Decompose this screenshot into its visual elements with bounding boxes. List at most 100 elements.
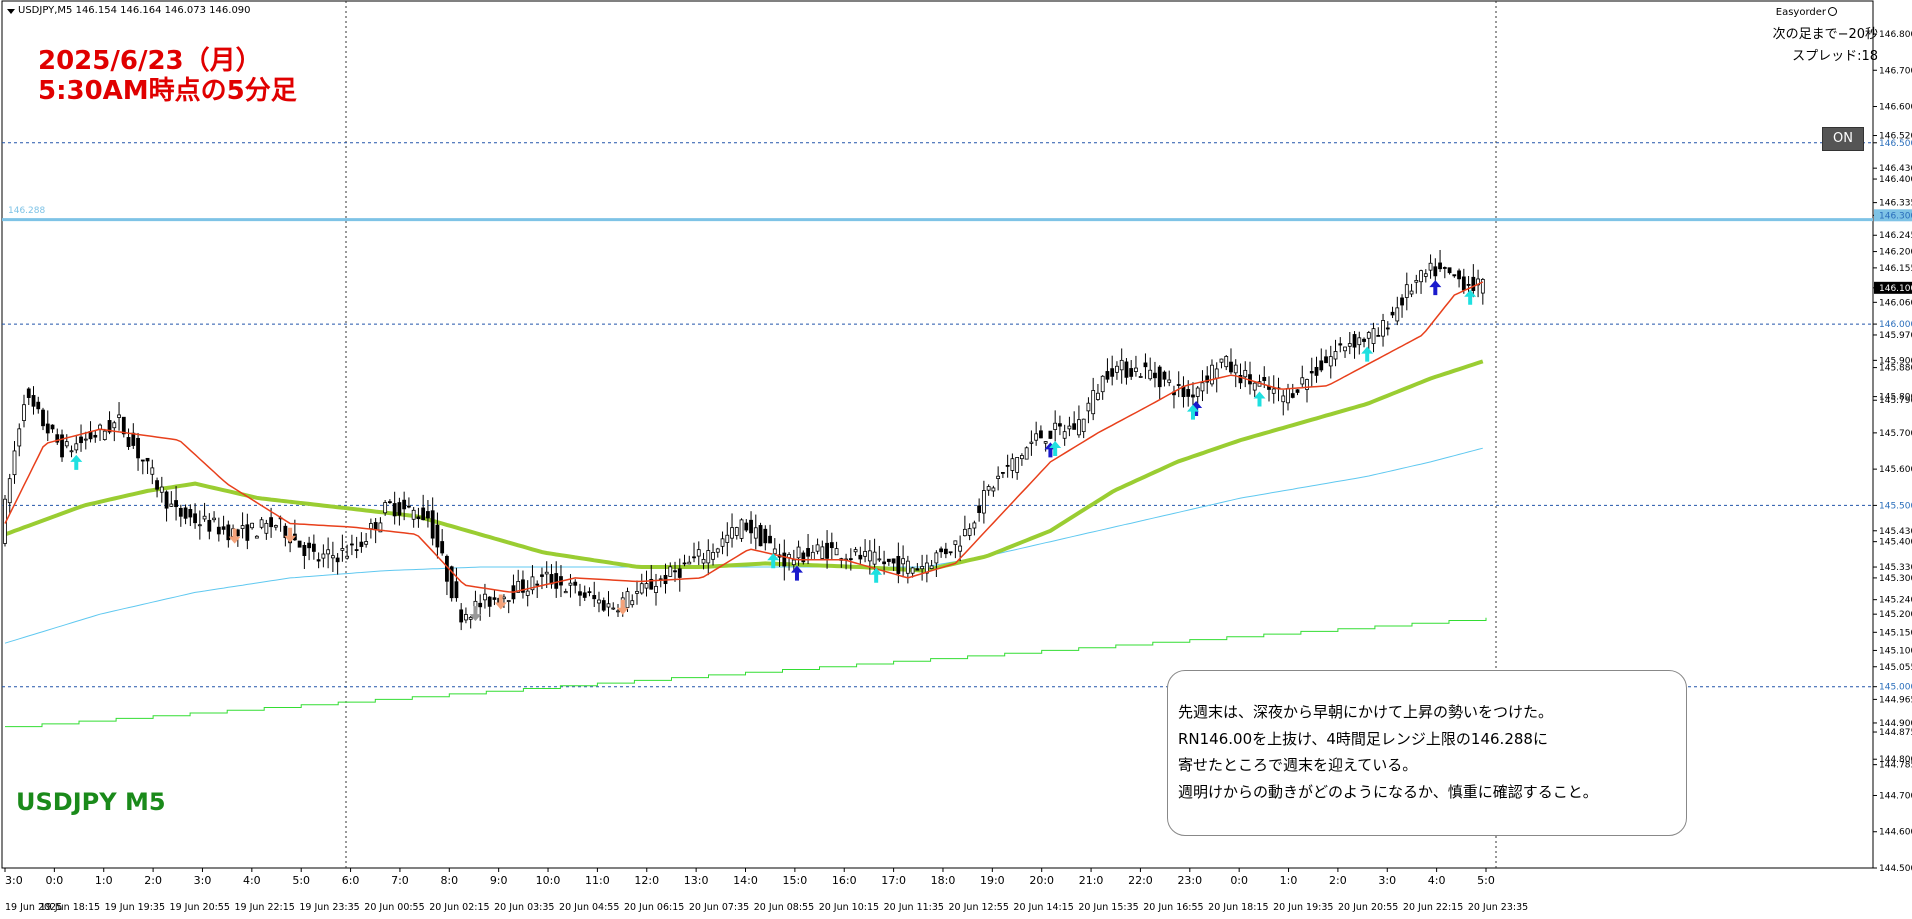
date-axis-label: 20 Jun 10:15: [819, 902, 879, 913]
time-axis-label: 11:0: [585, 874, 610, 887]
candle-body: [459, 609, 464, 623]
price-axis-label: 146.700: [1879, 66, 1912, 76]
candle-body: [1319, 360, 1324, 371]
candle-body: [1124, 361, 1129, 378]
next-bar-countdown: 次の足まで−20秒: [1772, 27, 1878, 42]
candle-body: [50, 424, 55, 430]
candle-body: [882, 561, 886, 565]
candle-body: [958, 545, 963, 552]
candle-body: [1314, 366, 1319, 376]
candle-body: [340, 548, 345, 551]
candle-body: [635, 591, 639, 594]
candle-body: [1238, 374, 1243, 384]
candle-body: [1338, 343, 1343, 346]
candle-body: [825, 542, 829, 559]
candle-body: [806, 548, 810, 557]
candle-body: [525, 590, 530, 596]
on-button[interactable]: ON: [1822, 127, 1864, 151]
candle-body: [1404, 284, 1409, 298]
candle-body: [715, 548, 720, 553]
candle-body: [582, 592, 587, 598]
candle-body: [464, 614, 468, 621]
ea-name: Easyorder: [1775, 7, 1826, 18]
sell-signal-arrow-icon: [228, 528, 241, 544]
time-axis-label: 22:0: [1128, 874, 1153, 887]
candle-body: [297, 540, 302, 548]
candle-body: [706, 550, 711, 564]
candle-body: [791, 559, 796, 566]
candle-body: [121, 416, 126, 435]
candle-body: [1062, 431, 1067, 439]
candle-body: [145, 457, 150, 462]
time-axis-label: 19:0: [980, 874, 1005, 887]
date-axis-label: 19 Jun 22:15: [234, 902, 294, 913]
time-axis-label: 5:0: [292, 874, 310, 887]
candle-body: [991, 487, 996, 492]
candle-body: [1176, 384, 1181, 386]
price-axis-label: 145.055: [1879, 663, 1912, 673]
candle-body: [768, 535, 772, 544]
buy-signal-arrow-icon: [1429, 280, 1442, 296]
price-axis-label: 145.600: [1879, 465, 1912, 475]
candle-body: [259, 519, 264, 528]
candle-body: [1067, 425, 1072, 430]
candle-body: [388, 501, 392, 504]
candle-body: [1243, 369, 1248, 378]
candle-body: [1290, 393, 1295, 398]
candle-body: [587, 591, 592, 594]
sell-signal-arrow-icon: [494, 594, 507, 610]
candle-body: [910, 567, 915, 574]
price-axis-label: 144.965: [1879, 695, 1912, 705]
candle-body: [986, 486, 991, 491]
date-axis-label: 20 Jun 16:55: [1143, 902, 1203, 913]
candle-body: [264, 522, 269, 534]
candle-body: [554, 573, 559, 589]
candle-body: [435, 524, 440, 548]
price-axis-label: 145.500: [1879, 501, 1912, 511]
candle-body: [1461, 276, 1466, 291]
candle-body: [848, 558, 853, 561]
candle-body: [616, 610, 620, 613]
ma-fast-line: [4, 281, 1484, 593]
price-axis-label: 146.200: [1879, 248, 1912, 258]
candle-body: [183, 507, 188, 519]
time-axis-label: 3:0: [1378, 874, 1396, 887]
candle-body: [563, 591, 568, 594]
candle-body: [269, 517, 274, 528]
candle-body: [316, 559, 321, 562]
candle-body: [758, 525, 763, 547]
time-axis-label: 6:0: [342, 874, 360, 887]
chart-menu-triangle-icon[interactable]: [7, 9, 15, 14]
candle-body: [981, 490, 986, 514]
candle-body: [307, 542, 312, 549]
candle-body: [939, 548, 944, 553]
candle-body: [36, 401, 41, 410]
candle-body: [1452, 274, 1457, 277]
candle-body: [426, 511, 430, 519]
candle-body: [1423, 273, 1428, 277]
candle-body: [117, 414, 121, 418]
sell-signal-arrow-icon: [284, 527, 297, 543]
candle-body: [877, 558, 882, 561]
candle-body: [962, 528, 967, 537]
candle-body: [901, 558, 906, 565]
candle-body: [164, 491, 169, 509]
candle-body: [407, 505, 411, 508]
candle-body: [454, 581, 459, 599]
candle-body: [1371, 328, 1376, 344]
candle-body: [235, 529, 240, 537]
candle-body: [711, 552, 715, 560]
candle-body: [392, 503, 397, 517]
candle-body: [1286, 388, 1290, 404]
commentary-line: 週明けからの動きがどのようになるか、慎重に確認すること。: [1178, 782, 1598, 801]
candle-body: [1115, 365, 1119, 373]
candle-body: [853, 549, 858, 553]
buy-signal-arrow-icon: [1049, 441, 1062, 457]
candle-body: [725, 534, 730, 543]
candle-body: [668, 566, 673, 577]
candle-body: [60, 434, 64, 458]
candle-body: [1072, 423, 1077, 430]
candle-body: [354, 549, 359, 551]
price-axis-label: 145.330: [1879, 563, 1912, 573]
candle-body: [430, 510, 435, 539]
